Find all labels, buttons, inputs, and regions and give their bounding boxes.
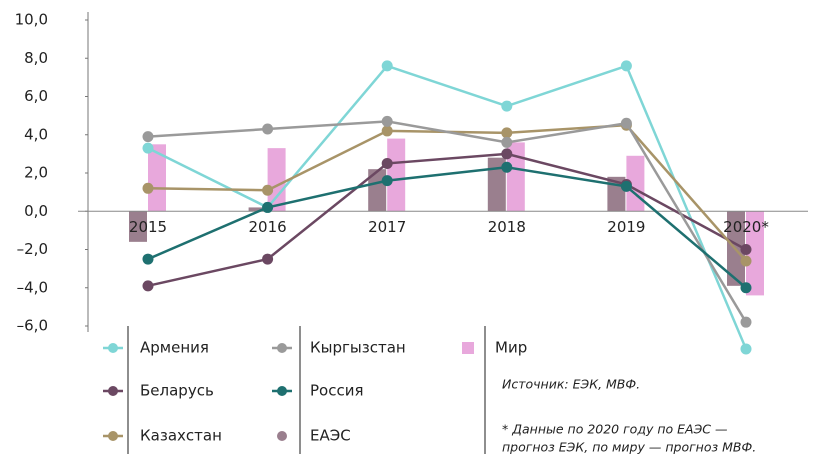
series-line (147, 166, 747, 289)
bar (129, 211, 147, 242)
point (620, 117, 632, 129)
point (142, 280, 154, 292)
point (262, 253, 274, 265)
point (262, 201, 274, 213)
x-tick-label: 2015 (129, 218, 167, 236)
point (620, 60, 632, 72)
point (142, 142, 154, 154)
point (262, 184, 274, 196)
legend-label: ЕАЭС (310, 427, 351, 445)
y-tick-label: –4,0 (17, 278, 48, 296)
y-tick-label: –6,0 (17, 317, 48, 335)
legend-label: Мир (495, 339, 527, 357)
legend-marker (277, 343, 287, 353)
point (142, 182, 154, 194)
bar (267, 148, 286, 212)
legend-label: Армения (140, 339, 209, 357)
legend-marker (108, 343, 118, 353)
point (501, 136, 513, 148)
bar (368, 169, 387, 212)
legend-label: Кыргызстан (310, 339, 406, 357)
point (740, 255, 752, 267)
legend-marker (108, 386, 118, 396)
point (620, 180, 632, 192)
x-tick-label: 2019 (607, 218, 645, 236)
series-line (147, 152, 747, 288)
bar (487, 157, 506, 212)
x-tick-label: 2018 (488, 218, 526, 236)
legend-marker (277, 431, 287, 441)
y-tick-label: 10,0 (15, 11, 48, 29)
y-tick-label: 2,0 (24, 164, 48, 182)
bar (506, 142, 525, 212)
point (142, 131, 154, 143)
series-line (147, 120, 748, 323)
point (381, 60, 393, 72)
point (740, 316, 752, 328)
point (501, 161, 513, 173)
y-tick-label: –2,0 (17, 240, 48, 258)
source: Источник: ЕЭК, МВФ. (502, 377, 640, 392)
point (381, 157, 393, 169)
point (381, 115, 393, 127)
bar (387, 138, 406, 212)
point (740, 282, 752, 294)
bar (148, 144, 166, 212)
x-tick-label: 2020* (723, 218, 769, 236)
y-tick-label: 8,0 (24, 49, 48, 67)
legend-marker (277, 386, 287, 396)
legend-marker (108, 431, 118, 441)
point (381, 175, 393, 187)
note-line: * Данные по 2020 году по ЕАЭС — (502, 422, 728, 437)
point (740, 343, 752, 355)
series-line (147, 64, 748, 350)
legend-label: Россия (310, 382, 364, 400)
y-tick-label: 4,0 (24, 125, 48, 143)
y-tick-label: 6,0 (24, 87, 48, 105)
point (262, 123, 274, 135)
point (740, 244, 752, 255)
point (501, 148, 513, 160)
x-tick-label: 2016 (249, 218, 287, 236)
point (381, 125, 393, 137)
bar (746, 211, 764, 296)
bar (248, 207, 267, 212)
note-line: прогноз ЕЭК, по миру — прогноз МВФ. (502, 440, 756, 454)
legend-marker (462, 342, 474, 354)
y-tick-label: 0,0 (24, 202, 48, 220)
point (142, 253, 154, 265)
legend-label: Казахстан (140, 427, 222, 445)
point (501, 127, 513, 139)
point (501, 100, 513, 112)
x-tick-label: 2017 (368, 218, 406, 236)
legend-label: Беларусь (140, 382, 214, 400)
